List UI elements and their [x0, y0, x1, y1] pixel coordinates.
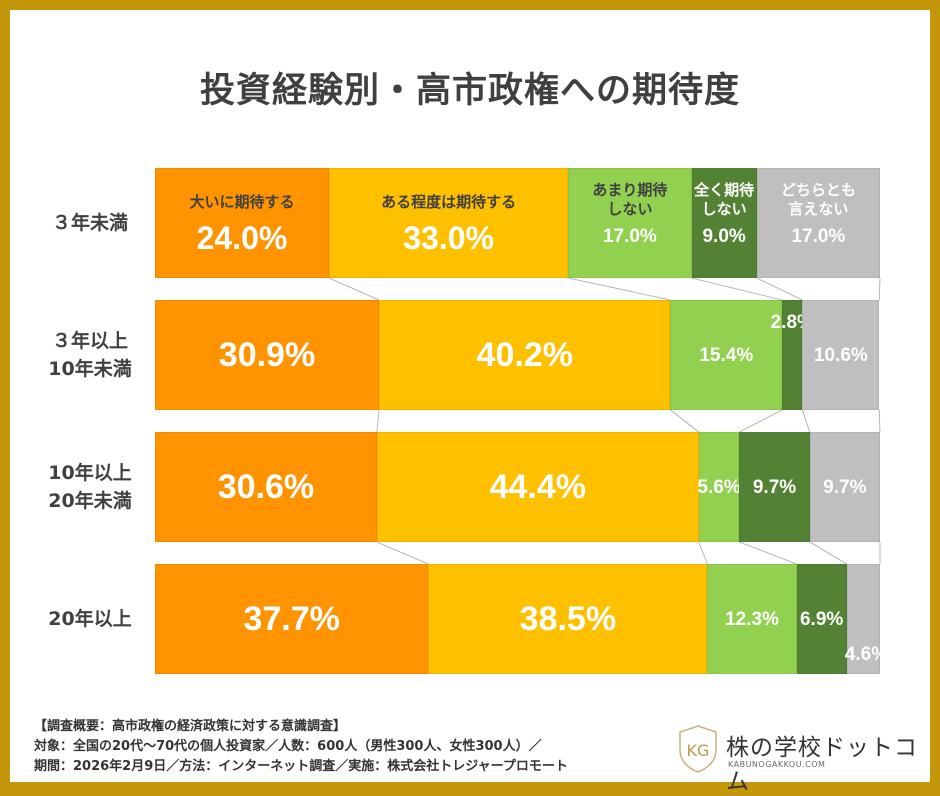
shield-logo-icon: KG — [679, 725, 717, 773]
bar-segment: 10.6% — [802, 300, 880, 410]
bar-segment: 6.9% — [796, 564, 847, 674]
bar-segment: 12.3% — [707, 564, 797, 674]
bar-segment: 17.0% あまり期待 しない — [568, 168, 692, 278]
series-connector-line — [328, 277, 380, 301]
legend-label: あまり期待 しない — [592, 181, 668, 218]
footnote-line-3: 期間：2026年2月9日／方法：インターネット調査／実施：株式会社トレジャープロ… — [34, 759, 568, 774]
series-connector-line — [376, 409, 380, 433]
series-connector-line — [376, 541, 429, 565]
series-connector-line — [878, 409, 881, 433]
data-label: 40.2% — [476, 336, 573, 375]
legend-label: 全く期待 しない — [694, 181, 755, 218]
data-label: 37.7% — [243, 600, 340, 639]
data-label: 38.5% — [519, 600, 617, 639]
series-connector-line — [756, 277, 803, 301]
data-label: 44.4% — [489, 468, 586, 507]
bar-segment: 9.0% 全く期待 しない — [691, 168, 757, 278]
bar-segment: 17.0% どちらとも 言えない — [756, 168, 880, 278]
bar-segment: 33.0% ある程度は期待する — [329, 168, 569, 278]
data-label: 5.6% — [697, 476, 741, 498]
series-connector-line — [878, 277, 881, 301]
series-connector-line — [739, 409, 783, 433]
bar-segment: 24.0% 大いに期待する — [155, 168, 329, 278]
bar-segment: 38.5% — [428, 564, 708, 674]
logo-url: KABUNOGAKKOU.COM — [728, 760, 826, 769]
data-label: 6.9% — [799, 608, 844, 630]
bar-segment: 15.4% — [670, 300, 783, 410]
bar-segment: 40.2% — [379, 300, 671, 410]
series-connector-line — [691, 277, 783, 301]
series-connector-line — [670, 409, 699, 433]
bar-segment: 2.8% — [771, 300, 814, 410]
bar-segment: 9.7% — [739, 432, 810, 542]
category-label: ３年以上 10年未満 — [48, 330, 132, 380]
category-label: 10年以上 20年未満 — [48, 462, 132, 512]
logo: KG 株の学校ドットコム KABUNOGAKKOU.COM — [676, 724, 926, 795]
logo-name: 株の学校ドットコム — [726, 735, 918, 795]
bar-segment: 30.6% — [155, 432, 377, 542]
chart-title: 投資経験別・高市政権への期待度 — [199, 71, 740, 111]
data-label: 17.0% — [791, 226, 846, 247]
bar-segment: 30.9% — [155, 300, 380, 410]
data-label: 12.3% — [725, 608, 779, 630]
legend-label: 大いに期待する — [189, 193, 295, 211]
data-label: 30.6% — [217, 468, 315, 507]
footnote-line-1: 【調査概要：高市政権の経済政策に対する意識調査】 — [34, 719, 347, 734]
data-label: 9.7% — [752, 476, 797, 498]
legend-label: どちらとも 言えない — [780, 181, 856, 218]
bar-segment: 5.6% — [697, 432, 741, 542]
category-label: 20年以上 — [48, 608, 132, 630]
data-label: 10.6% — [813, 344, 868, 366]
series-connector-line — [739, 541, 797, 565]
bar-segment: 44.4% — [376, 432, 699, 542]
category-label: ３年未満 — [51, 212, 128, 234]
data-label: 4.6% — [844, 644, 889, 665]
data-label: 24.0% — [196, 220, 288, 256]
legend-label: ある程度は期待する — [381, 193, 517, 211]
bar-segment: 4.6% — [845, 564, 888, 674]
bar-segment: 37.7% — [155, 564, 429, 674]
footnote-line-2: 対象：全国の20代～70代の個人投資家／人数：600人（男性300人、女性300… — [34, 739, 542, 754]
series-connector-line — [568, 277, 671, 301]
series-connector-line — [802, 409, 811, 433]
bar-segment: 9.7% — [809, 432, 880, 542]
data-label: 30.9% — [218, 336, 316, 375]
data-label: 15.4% — [699, 344, 754, 366]
series-connector-line — [809, 541, 847, 565]
data-label: 33.0% — [403, 220, 494, 256]
svg-text:KG: KG — [687, 741, 710, 760]
series-connector-line — [698, 541, 708, 565]
data-label: 9.0% — [702, 226, 746, 247]
survey-footnote: 【調査概要：高市政権の経済政策に対する意識調査】 対象：全国の20代～70代の個… — [34, 717, 568, 777]
data-label: 17.0% — [602, 226, 657, 247]
data-label: 9.7% — [823, 476, 867, 498]
